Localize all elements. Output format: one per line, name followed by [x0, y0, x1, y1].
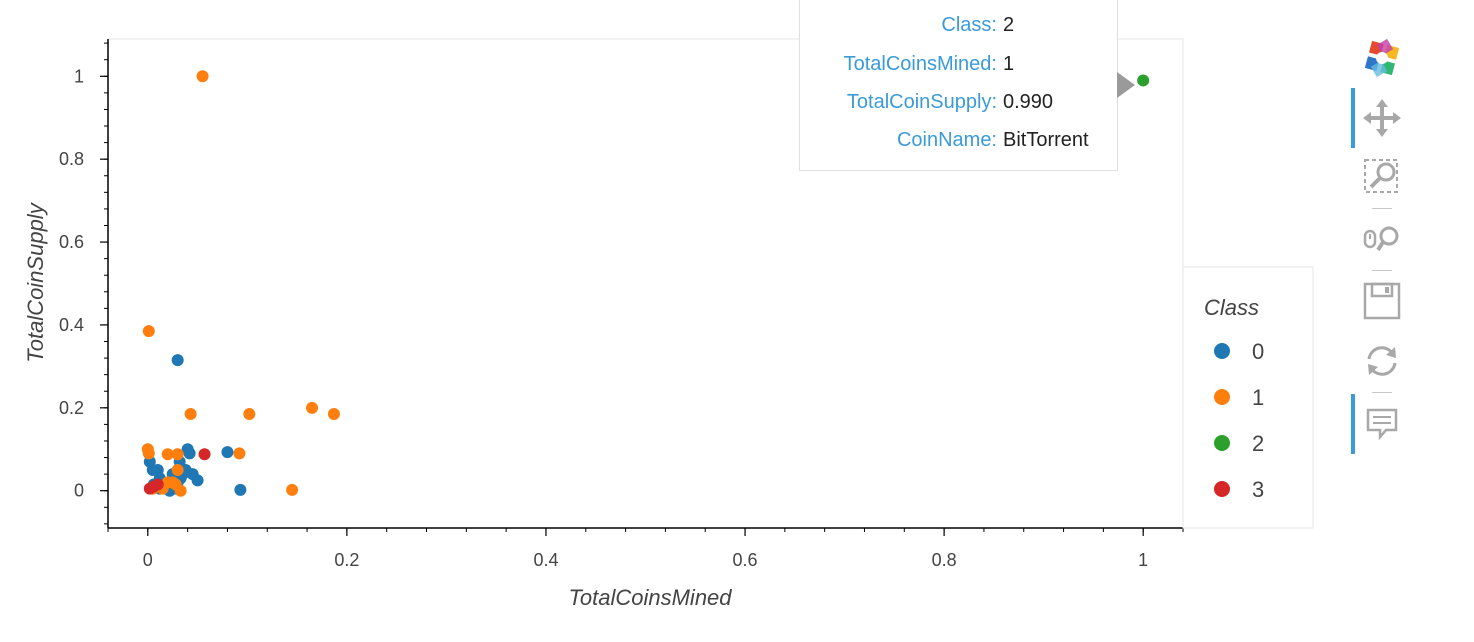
- x-axis-label: TotalCoinsMined: [568, 585, 732, 610]
- tooltip-row-class: Class: 2: [800, 10, 1119, 40]
- legend-items: 0 1 2 3: [1214, 339, 1264, 502]
- x-tick-label: 0.6: [733, 550, 758, 570]
- x-tick-label: 1: [1138, 550, 1148, 570]
- x-tick-label: 0.4: [533, 550, 558, 570]
- tooltip-row-coin-name: CoinName: BitTorrent: [800, 125, 1119, 155]
- data-point-class-1: [142, 325, 155, 338]
- data-point-class-0: [191, 474, 204, 487]
- legend-marker-3: [1214, 481, 1230, 497]
- data-point-class-0: [234, 483, 247, 496]
- x-tick-label: 0: [143, 550, 153, 570]
- toolbar-separator: [1372, 208, 1392, 209]
- y-tick-label: 0.2: [59, 398, 84, 418]
- tooltip-key: TotalCoinSupply:: [846, 91, 997, 113]
- legend-label-3: 3: [1252, 477, 1264, 502]
- tooltip-row-total-coin-supply: TotalCoinSupply: 0.990: [800, 87, 1119, 117]
- data-point-class-0: [183, 447, 196, 460]
- tooltip-value: 0.990: [1003, 91, 1054, 113]
- toolbar-separator: [1372, 392, 1392, 393]
- data-point-class-0: [221, 446, 234, 459]
- tooltip-pointer: [1117, 72, 1135, 98]
- y-tick-label: 0.6: [59, 232, 84, 252]
- legend-label-2: 2: [1252, 431, 1264, 456]
- tooltip-row-total-coins-mined: TotalCoinsMined: 1: [800, 49, 1119, 79]
- data-point-class-1: [233, 447, 246, 460]
- data-point-class-1: [243, 408, 256, 421]
- data-point-class-3: [198, 448, 211, 461]
- y-tick-label: 1: [74, 66, 84, 86]
- data-point-class-1: [184, 408, 197, 421]
- tooltip-key: TotalCoinsMined:: [843, 53, 997, 75]
- axes: 0 0.2 0.4 0.6 0.8 1 0 0.2 0.4 0.6 0.8 1: [59, 39, 1184, 570]
- y-tick-label: 0: [74, 481, 84, 501]
- data-point-class-1: [171, 448, 184, 461]
- x-tick-label: 0.8: [932, 550, 957, 570]
- legend-label-1: 1: [1252, 385, 1264, 410]
- y-tick-label: 0.4: [59, 315, 84, 335]
- x-tick-label: 0.2: [334, 550, 359, 570]
- legend-marker-2: [1214, 435, 1230, 451]
- data-point-class-1: [196, 70, 209, 83]
- data-point-class-3: [151, 478, 164, 491]
- data-point-class-1: [169, 478, 182, 491]
- legend-box: [1182, 266, 1314, 529]
- save-icon[interactable]: [1360, 279, 1404, 323]
- legend-label-0: 0: [1252, 339, 1264, 364]
- legend-marker-1: [1214, 389, 1230, 405]
- wheel-zoom-icon[interactable]: [1360, 217, 1404, 261]
- tooltip-value: BitTorrent: [1003, 129, 1089, 151]
- data-point-class-0: [171, 354, 184, 367]
- pan-active-indicator: [1351, 88, 1355, 148]
- reset-icon[interactable]: [1360, 339, 1404, 383]
- box-zoom-icon[interactable]: [1360, 154, 1404, 198]
- data-point-class-1: [286, 483, 299, 496]
- y-tick-label: 0.8: [59, 149, 84, 169]
- data-point-class-1: [306, 401, 319, 414]
- tooltip-key: CoinName:: [896, 129, 997, 151]
- hover-active-indicator: [1351, 394, 1355, 454]
- data-point-class-1: [142, 447, 155, 460]
- tooltip-value: 1: [1003, 53, 1015, 75]
- legend-marker-0: [1214, 343, 1230, 359]
- y-axis-label: TotalCoinSupply: [23, 201, 48, 362]
- data-points: [141, 70, 1150, 497]
- data-point-class-1: [171, 463, 184, 476]
- data-point-class-2: [1137, 74, 1150, 87]
- data-point-class-1: [161, 448, 174, 461]
- hover-tooltip: Class: 2 TotalCoinsMined: 1 TotalCoinSup…: [799, 0, 1118, 171]
- tooltip-key: Class:: [941, 14, 997, 36]
- tooltip-value: 2: [1003, 14, 1015, 36]
- data-point-class-1: [327, 408, 340, 421]
- toolbar-separator: [1372, 270, 1392, 271]
- hover-icon[interactable]: [1360, 402, 1404, 446]
- legend-title: Class: [1204, 295, 1259, 320]
- bokeh-logo-icon[interactable]: [1360, 36, 1404, 80]
- pan-icon[interactable]: [1360, 96, 1404, 140]
